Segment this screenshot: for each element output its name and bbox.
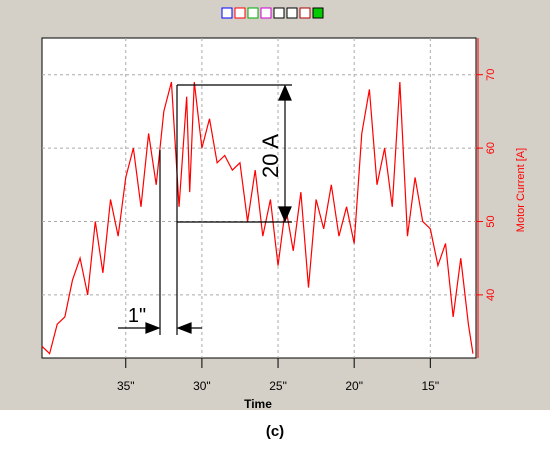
caption: (c) <box>266 423 284 440</box>
series-line <box>41 81 474 355</box>
y-axis-label: Motor Current [A] <box>515 148 527 232</box>
annotation: 20 A <box>258 134 283 178</box>
y-tick-label: 60 <box>485 142 497 154</box>
y-tick-label: 50 <box>485 215 497 227</box>
annotation: 1" <box>128 305 146 327</box>
toolbar <box>221 7 324 19</box>
x-tick-label: 35" <box>117 379 135 393</box>
x-tick-label: 15" <box>422 379 440 393</box>
x-axis-label: Time <box>244 397 272 411</box>
y-tick-label: 40 <box>485 289 497 301</box>
annotation-lines <box>118 84 292 335</box>
x-tick-label: 30" <box>193 379 211 393</box>
x-tick-label: 20" <box>345 379 363 393</box>
y-tick-label: 70 <box>485 69 497 81</box>
x-tick-label: 25" <box>269 379 287 393</box>
